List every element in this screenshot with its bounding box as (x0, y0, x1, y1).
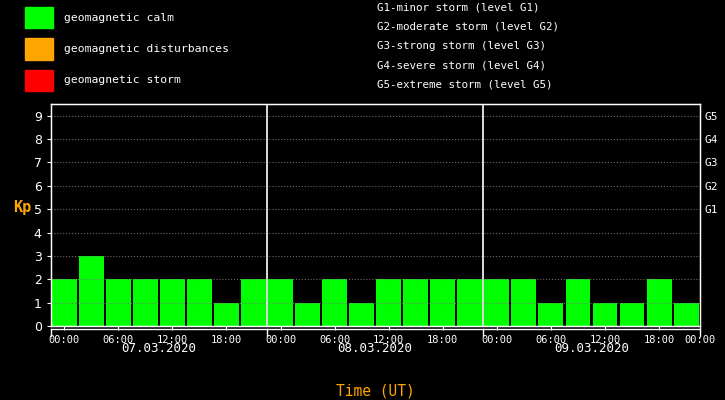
Text: geomagnetic disturbances: geomagnetic disturbances (64, 44, 229, 54)
Bar (106, 279, 130, 326)
Bar (539, 303, 563, 326)
Bar (25, 7, 53, 28)
Text: G1-minor storm (level G1): G1-minor storm (level G1) (377, 3, 539, 13)
Bar (25, 38, 53, 60)
Bar (187, 279, 212, 326)
Bar (295, 303, 320, 326)
Text: 09.03.2020: 09.03.2020 (554, 342, 629, 354)
Bar (268, 279, 293, 326)
Bar (431, 279, 455, 326)
Text: 08.03.2020: 08.03.2020 (338, 342, 413, 354)
Bar (511, 279, 536, 326)
Bar (214, 303, 239, 326)
Bar (25, 70, 53, 91)
Text: G3-strong storm (level G3): G3-strong storm (level G3) (377, 41, 546, 51)
Y-axis label: Kp: Kp (14, 200, 32, 215)
Bar (51, 279, 77, 326)
Bar (133, 279, 158, 326)
Bar (457, 279, 482, 326)
Bar (592, 303, 618, 326)
Text: G2-moderate storm (level G2): G2-moderate storm (level G2) (377, 22, 559, 32)
Text: 07.03.2020: 07.03.2020 (121, 342, 196, 354)
Text: geomagnetic storm: geomagnetic storm (64, 75, 181, 85)
Bar (79, 256, 104, 326)
Text: G4-severe storm (level G4): G4-severe storm (level G4) (377, 60, 546, 70)
Bar (403, 279, 428, 326)
Text: geomagnetic calm: geomagnetic calm (64, 13, 174, 23)
Text: G5-extreme storm (level G5): G5-extreme storm (level G5) (377, 79, 552, 89)
Bar (349, 303, 374, 326)
Bar (484, 279, 509, 326)
Bar (566, 279, 590, 326)
Bar (647, 279, 671, 326)
Bar (376, 279, 401, 326)
Bar (322, 279, 347, 326)
Bar (674, 303, 699, 326)
Bar (620, 303, 645, 326)
Bar (241, 279, 266, 326)
Bar (160, 279, 185, 326)
Text: Time (UT): Time (UT) (336, 383, 415, 398)
